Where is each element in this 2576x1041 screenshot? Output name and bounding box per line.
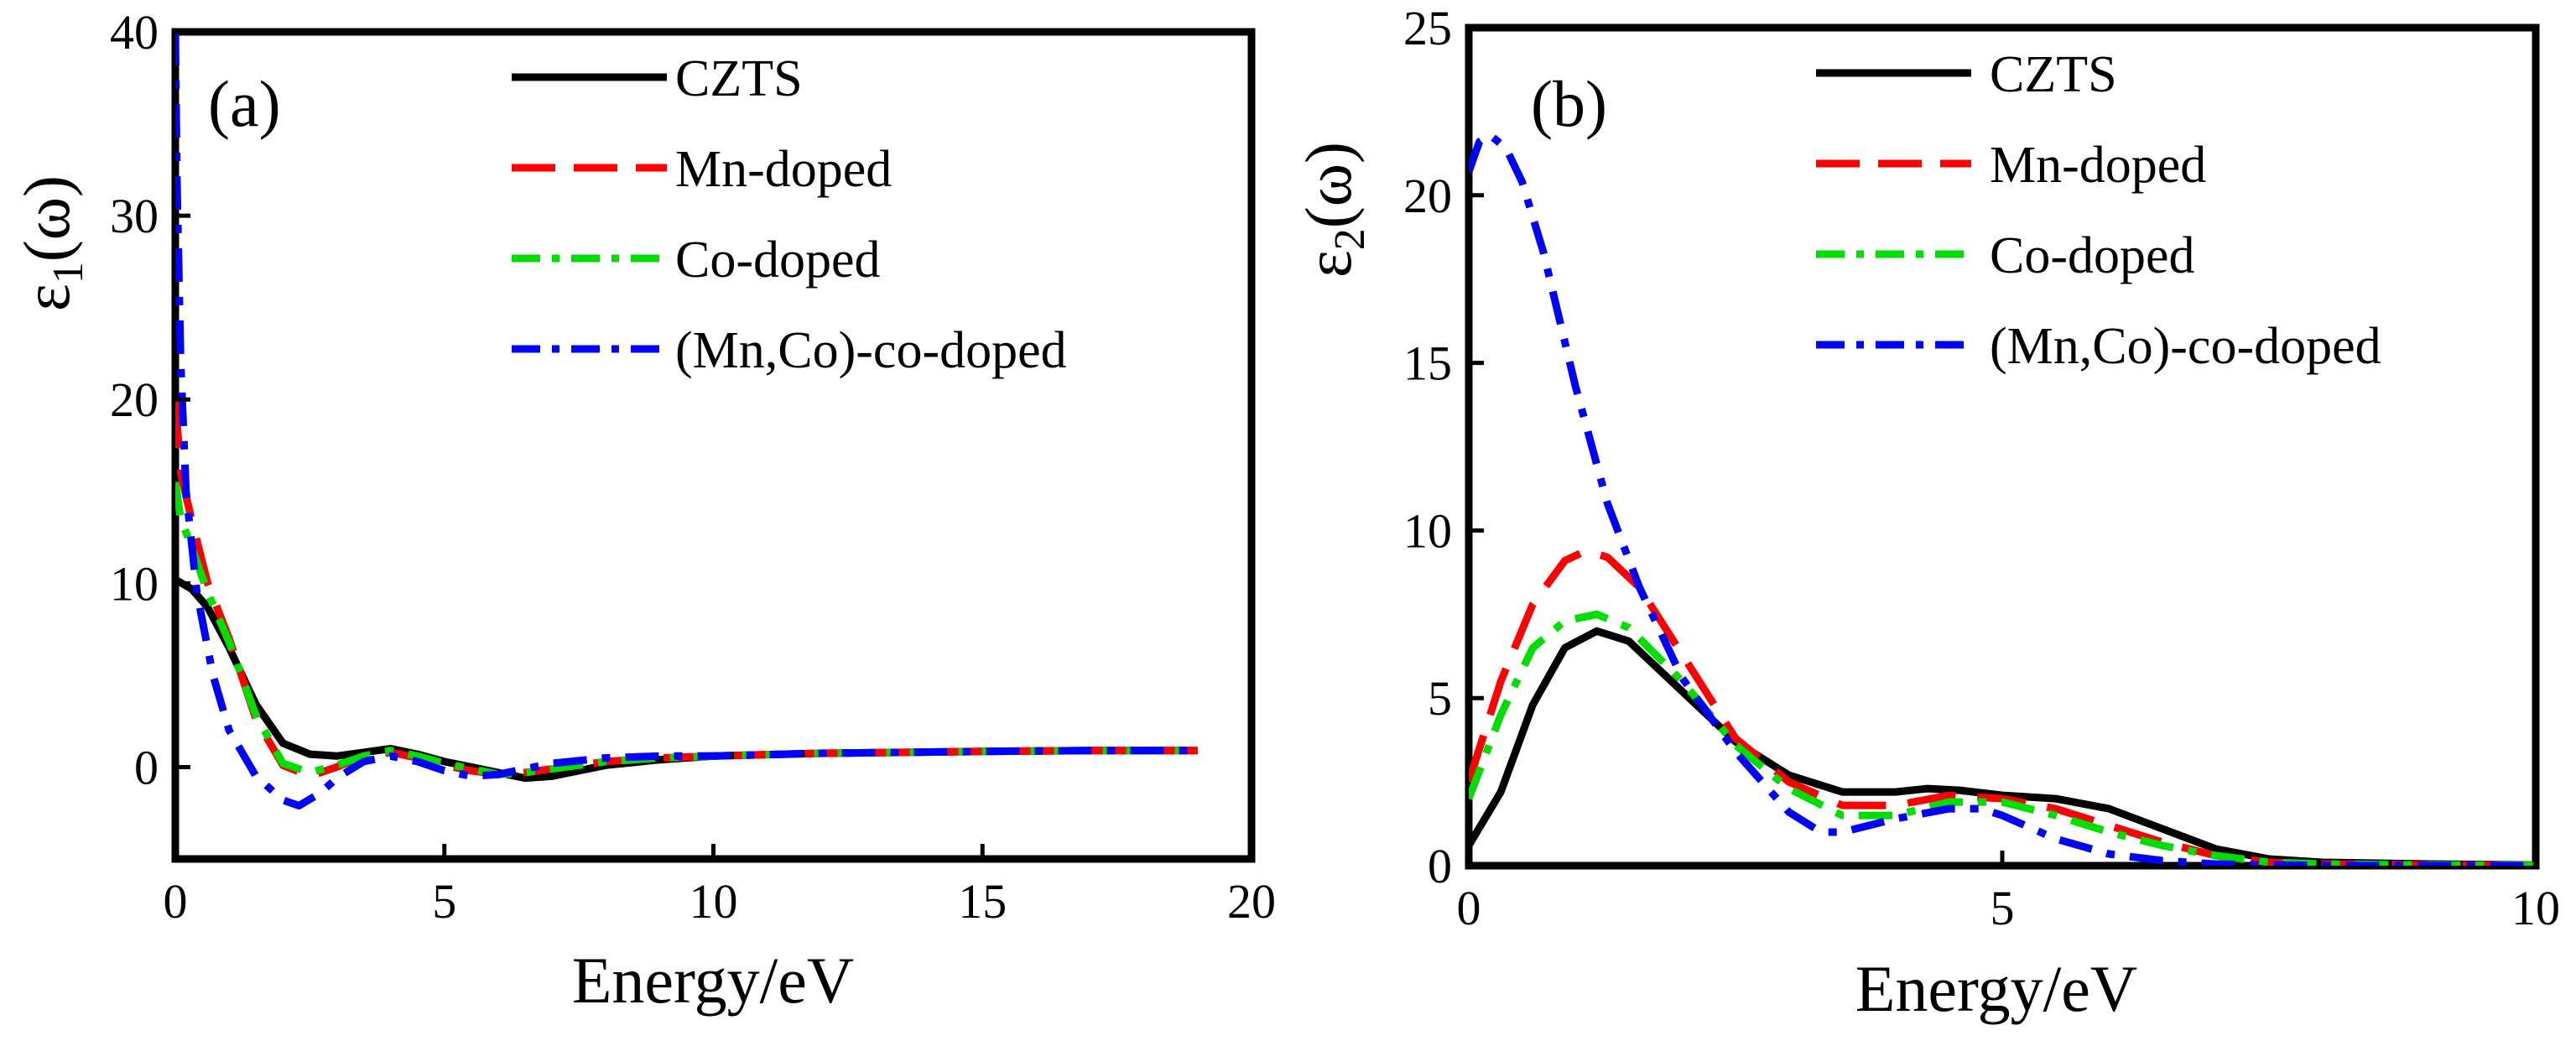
panel-b-legend-label-3: Co-doped xyxy=(1990,227,2195,284)
panel-b-ytick-label: 20 xyxy=(1403,169,1452,223)
panel-b-ylabel-symbol: ε xyxy=(1292,250,1365,278)
panel-a-xtick-label: 0 xyxy=(164,874,188,929)
panel-a-ylabel-subscript: 1 xyxy=(44,262,92,284)
panel-a: 0 5 10 15 20 0 10 20 30 40 (a) Energy/eV ε1(ω) CZ… xyxy=(10,5,1276,1017)
panel-b-legend-label-4: (Mn,Co)-co-doped xyxy=(1990,318,2381,375)
panel-b-xtick-label: 10 xyxy=(2511,881,2560,935)
panel-a-ytick-label: 0 xyxy=(134,740,159,794)
panel-b-legend-label-2: Mn-doped xyxy=(1990,137,2206,194)
panel-a-xlabel: Energy/eV xyxy=(572,944,854,1017)
panel-a-series-4-line xyxy=(175,32,1198,809)
panel-b-series-3-line xyxy=(1469,610,2536,866)
panel-a-legend-label-2: Mn-doped xyxy=(675,141,892,198)
panel-b-ytick-label: 0 xyxy=(1428,839,1452,893)
panel-b: 0 5 10 0 5 10 15 20 25 (b) Energy/eV ε2(ω) CZTS M… xyxy=(1292,1,2560,1025)
panel-b-ytick-label: 5 xyxy=(1428,671,1452,726)
panel-a-ytick-label: 40 xyxy=(110,5,159,60)
panel-a-ticks: 0 5 10 15 20 0 10 20 30 40 xyxy=(110,5,1276,929)
panel-b-label: (b) xyxy=(1531,67,1607,140)
panel-b-legend-label-1: CZTS xyxy=(1990,46,2117,103)
panel-a-xtick-label: 10 xyxy=(690,874,738,929)
panel-b-ytick-label: 25 xyxy=(1403,1,1452,55)
panel-a-ytick-label: 30 xyxy=(110,189,159,243)
panel-a-ylabel-suffix: (ω) xyxy=(10,175,83,262)
panel-b-xtick-label: 0 xyxy=(1457,881,1481,935)
panel-b-ytick-label: 15 xyxy=(1403,336,1452,391)
panel-b-xlabel: Energy/eV xyxy=(1855,952,2137,1025)
panel-b-ylabel-suffix: (ω) xyxy=(1292,142,1365,228)
panel-b-series-1-line xyxy=(1469,627,2536,866)
panel-a-series-3-line xyxy=(175,481,1198,778)
panel-b-ytick-label: 10 xyxy=(1403,503,1452,558)
panel-a-ytick-label: 20 xyxy=(110,372,159,427)
panel-a-ytick-label: 10 xyxy=(110,556,159,611)
panel-b-series-2-line xyxy=(1469,546,2536,866)
panel-a-legend-label-1: CZTS xyxy=(675,50,803,107)
panel-b-xtick-label: 5 xyxy=(1991,881,2015,935)
panel-a-xtick-label: 15 xyxy=(958,874,1007,929)
panel-a-label: (a) xyxy=(208,67,281,140)
panel-b-legend: CZTS Mn-doped Co-doped (Mn,Co)-co-doped xyxy=(1816,46,2381,375)
panel-a-legend-label-4: (Mn,Co)-co-doped xyxy=(675,322,1067,379)
panel-a-curves xyxy=(175,32,1198,809)
panel-a-ylabel: ε1(ω) xyxy=(10,175,92,311)
panel-a-ylabel-symbol: ε xyxy=(10,284,83,311)
panel-a-xtick-label: 20 xyxy=(1227,874,1276,929)
panel-a-legend: CZTS Mn-doped Co-doped (Mn,Co)-co-doped xyxy=(512,50,1067,379)
panel-a-series-2-line xyxy=(175,398,1198,780)
panel-a-legend-label-3: Co-doped xyxy=(675,232,881,289)
panel-b-series-4-line xyxy=(1469,131,2536,866)
panel-b-ylabel-subscript: 2 xyxy=(1326,228,1374,250)
panel-b-curves xyxy=(1469,131,2536,866)
panel-a-xtick-label: 5 xyxy=(432,874,456,929)
panel-b-ylabel: ε2(ω) xyxy=(1292,142,1374,278)
panel-b-ticks: 0 5 10 0 5 10 15 20 25 xyxy=(1403,1,2560,935)
